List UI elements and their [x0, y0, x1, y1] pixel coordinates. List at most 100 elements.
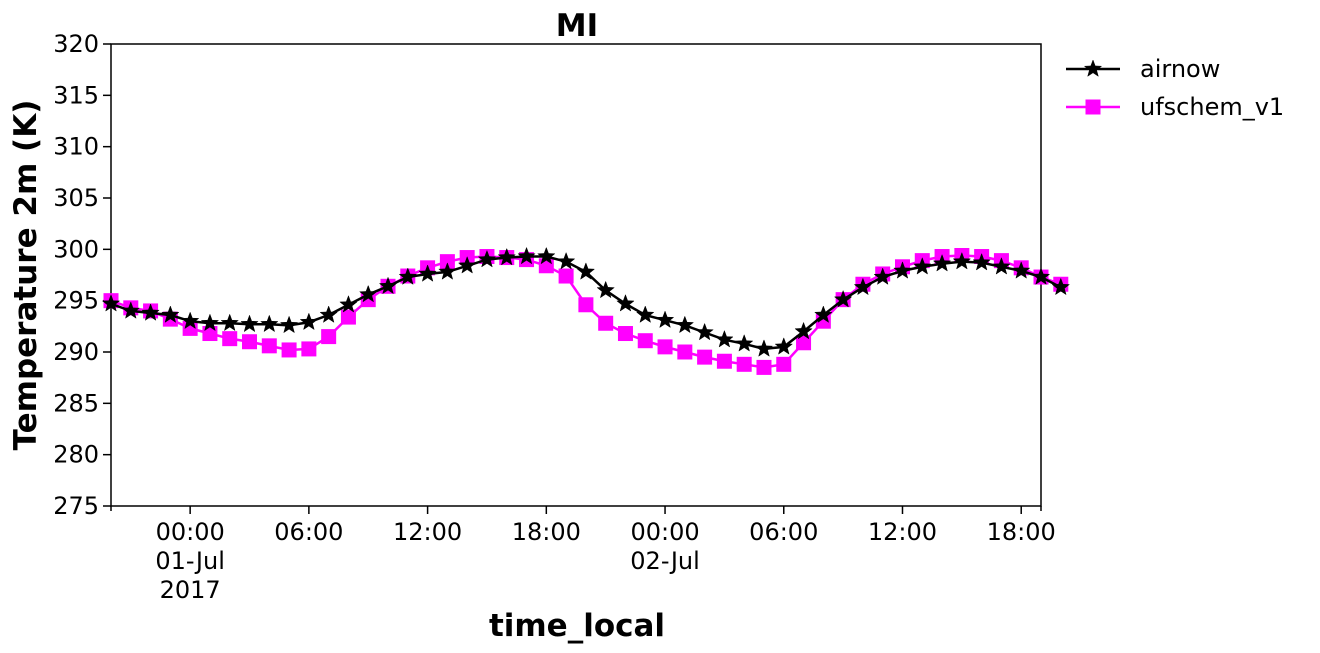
- data-point: [893, 261, 912, 279]
- data-point: [141, 303, 160, 321]
- data-point: [260, 314, 279, 333]
- x-tick-label: 00:00: [630, 518, 699, 546]
- data-point: [657, 339, 673, 355]
- y-tick-label: 315: [53, 81, 99, 109]
- x-tick-label: 00:00: [156, 518, 225, 546]
- data-point: [558, 268, 574, 284]
- y-tick-label: 300: [53, 235, 99, 263]
- y-axis-label: Temperature 2m (K): [8, 100, 44, 451]
- legend: airnow ufschem_v1: [1066, 55, 1284, 121]
- data-point: [242, 334, 258, 350]
- data-point: [576, 262, 596, 280]
- data-point: [398, 267, 418, 285]
- x-tick-label: 18:00: [512, 518, 581, 546]
- y-tick-label: 305: [53, 184, 99, 212]
- x-tick-label: 18:00: [987, 518, 1056, 546]
- y-tick-label: 310: [53, 133, 99, 161]
- y-tick-label: 295: [53, 287, 99, 315]
- data-point: [932, 253, 952, 272]
- data-point: [240, 314, 259, 333]
- data-point: [697, 349, 713, 365]
- x-tick-label: 2017: [160, 576, 221, 604]
- data-point: [1011, 261, 1031, 279]
- chart-title: MI: [556, 8, 598, 44]
- data-point: [220, 313, 239, 332]
- data-point: [299, 312, 319, 331]
- x-tick-label: 01-Jul: [155, 547, 225, 575]
- series-ufschem_v1: [103, 247, 1069, 375]
- data-point: [734, 334, 754, 352]
- data-point: [873, 267, 892, 285]
- data-point: [161, 305, 180, 323]
- data-point: [695, 322, 714, 341]
- data-point: [358, 284, 378, 303]
- y-axis: 275 280 285 290 295 300 305 310 315 320: [53, 30, 111, 520]
- legend-marker: [1085, 99, 1101, 115]
- y-tick-label: 285: [53, 389, 99, 417]
- series-airnow: [101, 246, 1071, 357]
- data-point: [517, 246, 536, 265]
- data-point: [776, 356, 792, 372]
- data-point: [281, 342, 297, 358]
- data-point: [477, 249, 497, 268]
- data-point: [796, 335, 812, 351]
- data-point: [180, 311, 200, 330]
- x-tick-label: 06:00: [274, 518, 343, 546]
- data-point: [121, 301, 141, 319]
- data-point: [321, 329, 337, 345]
- series-layer: [101, 246, 1071, 375]
- legend-item: airnow: [1066, 55, 1220, 83]
- data-point: [319, 305, 338, 323]
- y-tick-label: 320: [53, 30, 99, 58]
- data-point: [637, 333, 653, 349]
- data-point: [200, 313, 220, 332]
- data-point: [972, 252, 991, 271]
- data-point: [598, 315, 614, 331]
- x-tick-label: 02-Jul: [630, 547, 700, 575]
- data-point: [617, 326, 633, 342]
- data-point: [794, 321, 813, 340]
- y-tick-label: 275: [53, 492, 99, 520]
- data-point: [853, 277, 873, 296]
- data-point: [1031, 267, 1051, 285]
- data-point: [457, 256, 477, 274]
- data-point: [222, 331, 238, 347]
- y-tick-label: 280: [53, 441, 99, 469]
- data-point: [774, 337, 794, 355]
- data-point: [101, 294, 121, 312]
- data-point: [596, 280, 615, 299]
- data-point: [339, 295, 358, 313]
- data-point: [736, 356, 752, 372]
- data-point: [655, 310, 675, 329]
- data-point: [439, 254, 455, 270]
- data-point: [1051, 277, 1071, 296]
- legend-label: airnow: [1140, 55, 1220, 83]
- data-point: [716, 353, 732, 369]
- data-point: [636, 305, 655, 323]
- data-point: [992, 257, 1011, 275]
- data-point: [279, 315, 299, 334]
- data-point: [340, 309, 356, 325]
- data-point: [814, 305, 833, 323]
- y-tick-label: 290: [53, 338, 99, 366]
- legend-label: ufschem_v1: [1140, 93, 1284, 121]
- x-tick-label: 12:00: [868, 518, 937, 546]
- data-point: [537, 246, 556, 265]
- data-point: [578, 297, 594, 313]
- data-point: [913, 257, 932, 275]
- data-point: [756, 359, 772, 375]
- data-point: [378, 276, 398, 295]
- data-point: [261, 338, 277, 354]
- data-point: [418, 264, 437, 282]
- data-point: [497, 247, 516, 266]
- data-point: [715, 329, 734, 348]
- data-point: [616, 294, 635, 312]
- legend-marker: [1083, 59, 1103, 77]
- x-tick-label: 12:00: [393, 518, 462, 546]
- data-point: [202, 326, 218, 342]
- legend-item: ufschem_v1: [1066, 93, 1284, 121]
- x-axis-label: time_local: [489, 608, 665, 644]
- x-tick-label: 06:00: [749, 518, 818, 546]
